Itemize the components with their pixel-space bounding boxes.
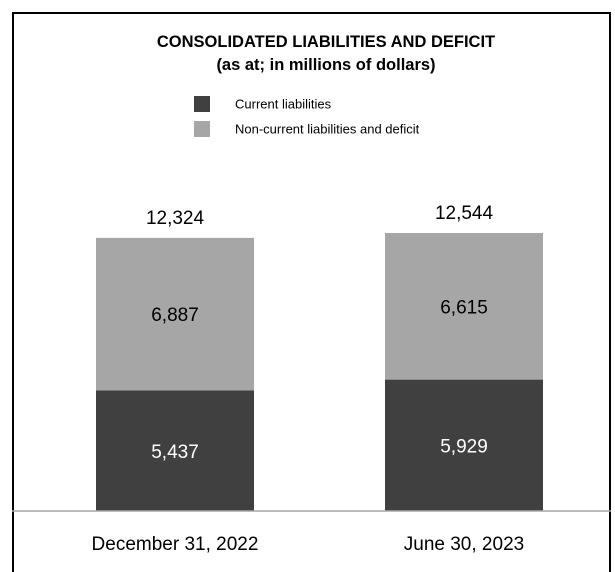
chart-subtitle: (as at; in millions of dollars): [216, 56, 435, 74]
data-label-current-liabilities-june-30-2023: 5,929: [440, 436, 488, 457]
bars-group: 5,437 6,887 12,324 5,929 6,615 12,544: [96, 203, 543, 511]
total-label-december-31-2022: 12,324: [146, 208, 205, 229]
x-tick-label-june-30-2023: June 30, 2023: [404, 534, 524, 555]
bar-current-liabilities-june-30-2023: [385, 379, 543, 511]
legend-label-non-current-liabilities-and-deficit: Non-current liabilities and deficit: [235, 122, 420, 137]
legend: Current liabilities Non-current liabiliti…: [194, 96, 420, 137]
bar-current-liabilities-december-31-2022: [96, 390, 254, 511]
data-label-non-current-liabilities-and-deficit-december-31-2022: 6,887: [151, 305, 199, 326]
legend-swatch-non-current-liabilities-and-deficit: [194, 121, 210, 137]
total-label-june-30-2023: 12,544: [435, 203, 494, 224]
bar-non-current-liabilities-and-deficit-june-30-2023: [385, 233, 543, 380]
chart-title: CONSOLIDATED LIABILITIES AND DEFICIT: [157, 33, 495, 51]
legend-swatch-current-liabilities: [194, 96, 210, 112]
bar-non-current-liabilities-and-deficit-december-31-2022: [96, 237, 254, 391]
data-label-non-current-liabilities-and-deficit-june-30-2023: 6,615: [440, 297, 488, 318]
x-tick-label-december-31-2022: December 31, 2022: [92, 534, 259, 555]
x-axis-labels: December 31, 2022 June 30, 2023: [92, 534, 525, 555]
legend-label-current-liabilities: Current liabilities: [235, 97, 332, 112]
data-label-current-liabilities-december-31-2022: 5,437: [151, 442, 199, 463]
chart-frame: [12, 12, 611, 572]
